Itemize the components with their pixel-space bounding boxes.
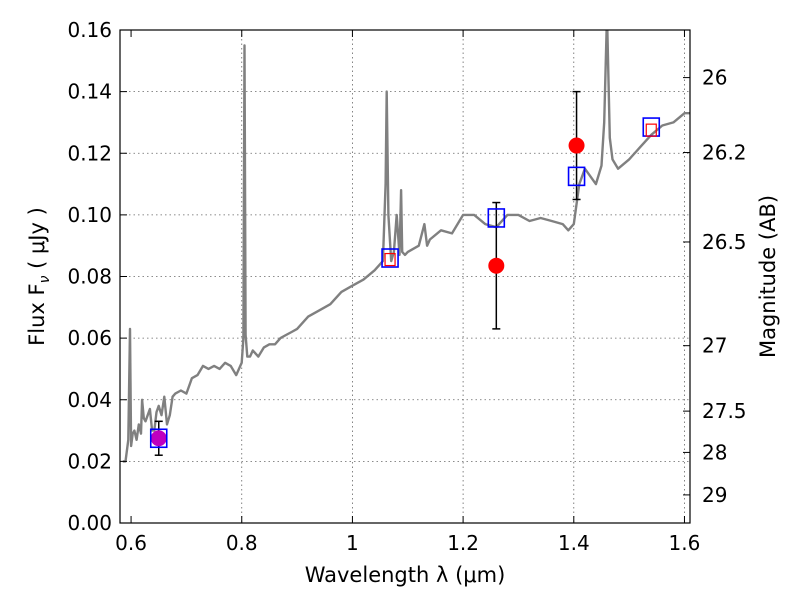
x-tick-label: 0.6 (115, 531, 147, 555)
y-tick-label: 0.14 (67, 80, 112, 104)
x-tick-label: 1.4 (558, 531, 590, 555)
tick-labels: 0.6 0.8 1 1.2 1.4 1.6 0.00 0.02 0.04 0.06 0.08 0.10… (67, 18, 746, 555)
y-tick-label: 0.08 (67, 265, 112, 289)
model-inner-box (645, 123, 657, 137)
y2-tick-label: 26.5 (702, 230, 747, 254)
y-axis-label-main: Flux F (25, 283, 49, 345)
axis-ticks (120, 29, 690, 524)
spectrum-layer (122, 30, 690, 463)
model-box (487, 208, 506, 228)
y-tick-label: 0.02 (67, 449, 112, 473)
model-box (149, 428, 168, 449)
grid-lines (120, 30, 690, 523)
x-tick-label: 1.2 (447, 531, 479, 555)
model-box (381, 248, 399, 268)
y2-axis-label: Magnitude (AB) (756, 195, 780, 358)
y-tick-label: 0.04 (67, 388, 112, 412)
spectrum-line (122, 30, 690, 463)
y-tick-label: 0.16 (67, 18, 112, 42)
observed-point (488, 257, 505, 274)
y-tick-label: 0.00 (67, 511, 112, 535)
observed-point (150, 430, 167, 447)
model-points (149, 117, 661, 449)
x-tick-label: 1.6 (669, 531, 701, 555)
x-axis-label: Wavelength λ (μm) (305, 563, 506, 587)
y2-tick-label: 27 (702, 334, 727, 358)
x-tick-label: 0.8 (226, 531, 258, 555)
y2-tick-label: 26 (702, 66, 727, 90)
y-tick-label: 0.06 (67, 326, 112, 350)
y2-tick-label: 27.5 (702, 399, 747, 423)
y-axis-label: Flux Fν ( μJy ) (25, 207, 53, 346)
observed-point (568, 137, 585, 154)
y2-tick-label: 26.2 (702, 141, 747, 165)
y-axis-label-unit: ( μJy ) (25, 207, 49, 275)
model-box (567, 166, 586, 187)
y-tick-label: 0.12 (67, 141, 112, 165)
y-axis-label-sub: ν (37, 275, 53, 283)
y2-tick-label: 29 (702, 483, 727, 507)
y-tick-label: 0.10 (67, 203, 112, 227)
y2-tick-label: 28 (702, 440, 727, 464)
model-inner-box (384, 252, 396, 267)
x-tick-label: 1 (346, 531, 359, 555)
